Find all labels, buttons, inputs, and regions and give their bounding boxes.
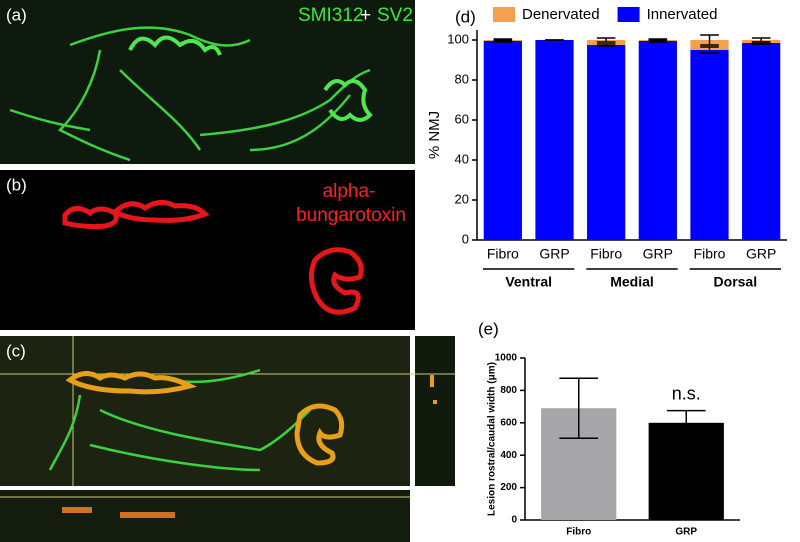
y-tick-label: 800 bbox=[500, 385, 517, 396]
legend-label: Innervated bbox=[647, 6, 718, 23]
group-label: Ventral bbox=[505, 274, 552, 290]
error-bar bbox=[700, 46, 719, 54]
y-tick-label: 1000 bbox=[495, 353, 518, 364]
y-tick-label: 60 bbox=[455, 111, 469, 126]
y-tick-label: 20 bbox=[455, 191, 469, 206]
y-tick-label: 80 bbox=[455, 71, 469, 86]
x-tick-label: Fibro bbox=[694, 246, 726, 262]
bar-segment bbox=[690, 50, 729, 240]
legend-swatch bbox=[493, 7, 515, 22]
error-bar bbox=[648, 38, 668, 42]
panel-label: (b) bbox=[6, 175, 27, 194]
stain-label: alpha- bbox=[323, 181, 376, 202]
y-tick-label: 0 bbox=[511, 515, 517, 526]
x-tick-label: GRP bbox=[675, 527, 697, 538]
y-tick-label: 200 bbox=[500, 482, 517, 493]
y-tick-label: 600 bbox=[500, 417, 517, 428]
image-b: (b) alpha- bungarotoxin bbox=[0, 170, 415, 330]
stain-label: SMI312 bbox=[298, 5, 363, 26]
y-tick-label: 0 bbox=[462, 231, 469, 246]
panel-label: (e) bbox=[478, 319, 499, 338]
panel-label: (d) bbox=[455, 7, 476, 26]
group-label: Medial bbox=[610, 274, 654, 290]
bar-segment bbox=[535, 40, 574, 240]
bar-segment bbox=[587, 45, 626, 240]
y-axis-label: Lesion rostral/caudal width (μm) bbox=[487, 362, 498, 516]
x-tick-label: Fibro bbox=[487, 246, 519, 262]
error-bar bbox=[596, 37, 616, 43]
legend-label: Denervated bbox=[522, 6, 600, 23]
group-label: Dorsal bbox=[714, 274, 758, 290]
image-a: (a) SMI312 + SV2 bbox=[0, 0, 415, 164]
y-tick-label: 40 bbox=[455, 151, 469, 166]
error-bar bbox=[666, 409, 706, 436]
x-tick-label: GRP bbox=[643, 246, 673, 262]
y-tick-label: 400 bbox=[500, 450, 517, 461]
bar-segment bbox=[742, 43, 781, 240]
panel-label: (c) bbox=[6, 341, 26, 360]
x-tick-label: Fibro bbox=[566, 527, 591, 538]
y-axis-label: % NMJ bbox=[426, 111, 443, 159]
error-bar bbox=[493, 38, 513, 42]
x-tick-label: GRP bbox=[746, 246, 776, 262]
panel-label: (a) bbox=[6, 5, 27, 24]
stain-label: bungarotoxin bbox=[296, 205, 406, 226]
image-c: (c) bbox=[0, 336, 455, 542]
bar-segment bbox=[483, 41, 522, 240]
bar bbox=[648, 422, 724, 520]
error-bar bbox=[751, 37, 771, 43]
x-tick-label: GRP bbox=[539, 246, 569, 262]
y-tick-label: 100 bbox=[447, 31, 469, 46]
legend-swatch bbox=[617, 7, 640, 22]
bar-segment bbox=[638, 41, 677, 240]
error-bar bbox=[700, 34, 719, 46]
stain-plus: + bbox=[360, 5, 371, 26]
annotation: n.s. bbox=[672, 383, 701, 403]
error-bar bbox=[596, 43, 616, 47]
stain-label: SV2 bbox=[377, 5, 413, 26]
error-bar bbox=[559, 377, 599, 439]
x-tick-label: Fibro bbox=[590, 246, 622, 262]
